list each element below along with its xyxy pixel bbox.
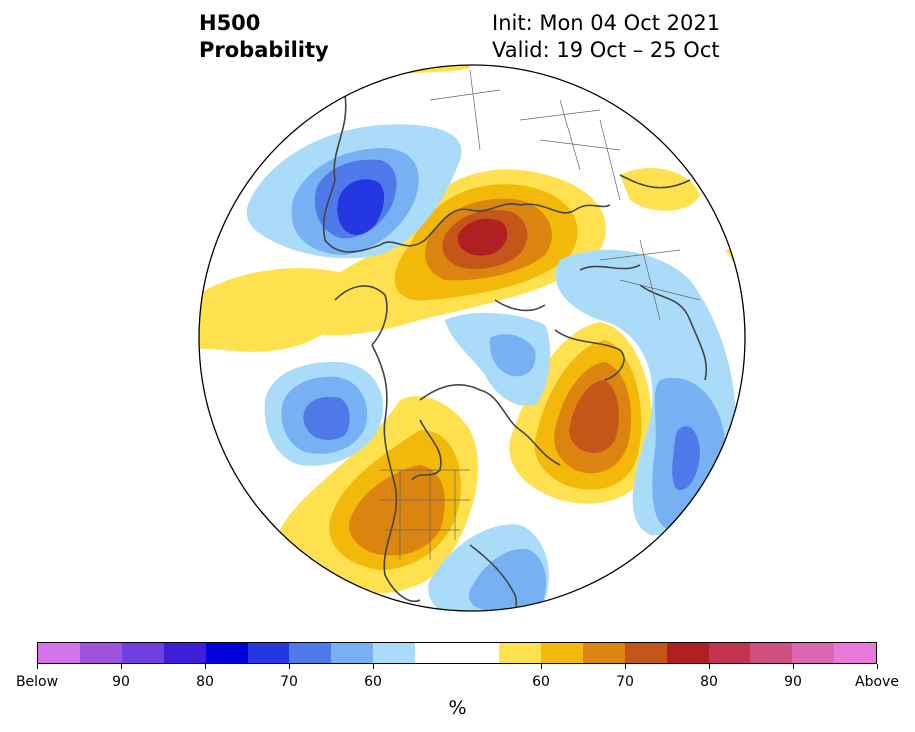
colorbar-tick xyxy=(876,664,878,669)
positive-core-atlantic-70 xyxy=(569,380,619,453)
colorbar-segment xyxy=(582,643,625,663)
colorbar-segment xyxy=(792,643,835,663)
colorbar-tick-label: 90 xyxy=(112,674,130,690)
title-line-1: H500 xyxy=(199,11,261,35)
colorbar-tick-label: Above xyxy=(855,674,899,690)
colorbar-segment xyxy=(666,643,709,663)
colorbar-tick xyxy=(36,664,38,669)
colorbar-segment xyxy=(498,643,541,663)
colorbar-tick-labels: Below 90 80 70 60 60 70 80 90 Above xyxy=(0,674,915,694)
probability-field xyxy=(199,65,745,611)
colorbar-tick-label: 60 xyxy=(364,674,382,690)
negative-europe-70 xyxy=(672,426,700,491)
colorbar-tick-label: 80 xyxy=(196,674,214,690)
colorbar-tick-label: 70 xyxy=(616,674,634,690)
map-boundary xyxy=(198,64,746,612)
colorbar-segment xyxy=(247,643,290,663)
negative-arctic-65 xyxy=(489,334,536,377)
colorbar-tick xyxy=(624,664,626,669)
positive-core-eurasia-75 xyxy=(457,218,508,256)
positive-core-america-65 xyxy=(349,465,445,556)
colorbar-segment xyxy=(750,643,793,663)
init-date: Init: Mon 04 Oct 2021 xyxy=(492,11,721,35)
colorbar-tick xyxy=(792,664,794,669)
colorbar-tick xyxy=(120,664,122,669)
colorbar-tick-label: Below xyxy=(15,674,59,690)
colorbar-segment xyxy=(331,643,374,663)
polar-map xyxy=(198,64,746,612)
colorbar-ticks xyxy=(0,664,915,670)
colorbar-tick-label: 90 xyxy=(784,674,802,690)
colorbar-unit: % xyxy=(448,697,467,719)
negative-westpac-70 xyxy=(303,396,350,441)
colorbar-segment xyxy=(834,643,877,663)
colorbar-tick-label: 80 xyxy=(700,674,718,690)
colorbar-segment xyxy=(708,643,751,663)
coastlines xyxy=(322,94,708,611)
colorbar-segment xyxy=(79,643,122,663)
colorbar-segment xyxy=(457,643,499,663)
colorbar-segment xyxy=(415,643,458,663)
negative-pacific-75 xyxy=(337,179,385,235)
colorbar-segment xyxy=(163,643,206,663)
colorbar-tick xyxy=(288,664,290,669)
colorbar-tick xyxy=(204,664,206,669)
colorbar-segment xyxy=(289,643,332,663)
colorbar xyxy=(37,642,877,664)
colorbar-tick-label: 60 xyxy=(532,674,550,690)
valid-dates: Valid: 19 Oct – 25 Oct xyxy=(492,38,720,62)
colorbar-segment xyxy=(624,643,667,663)
colorbar-segment xyxy=(540,643,583,663)
colorbar-tick xyxy=(540,664,542,669)
positive-band-northeast xyxy=(620,167,700,211)
country-borders xyxy=(380,69,701,560)
title-line-2: Probability xyxy=(199,38,329,62)
colorbar-tick-label: 70 xyxy=(280,674,298,690)
colorbar-segment xyxy=(121,643,164,663)
chart-subtitle: Init: Mon 04 Oct 2021 Valid: 19 Oct – 25… xyxy=(492,10,720,64)
positive-band-left xyxy=(199,268,357,352)
chart-title: H500 Probability xyxy=(199,10,329,64)
colorbar-segment xyxy=(205,643,248,663)
colorbar-segment xyxy=(373,643,416,663)
colorbar-tick xyxy=(372,664,374,669)
colorbar-segment xyxy=(38,643,80,663)
colorbar-tick xyxy=(708,664,710,669)
